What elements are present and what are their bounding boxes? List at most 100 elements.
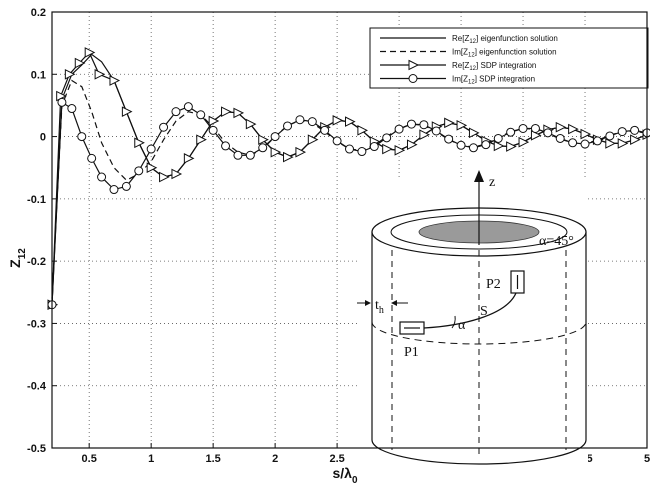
hidden-circumference: [371, 321, 587, 345]
series-3-point: [245, 118, 257, 130]
series-4-point: [77, 132, 87, 142]
series-3-point: [295, 146, 307, 158]
series-3-point: [74, 57, 86, 69]
series-3-point: [382, 143, 393, 155]
series-4-point: [419, 120, 429, 130]
legend-label-sub: 12: [469, 39, 476, 45]
legend-label: Re[Z12] SDP integration: [452, 61, 536, 72]
alpha-value-label: α=45°: [539, 234, 574, 249]
series-4-point: [555, 133, 565, 143]
series-4-point: [307, 117, 317, 127]
series-4-point: [134, 166, 144, 176]
series-4-point: [493, 133, 503, 143]
series-3-point: [307, 134, 319, 145]
series-4-point: [57, 97, 67, 107]
series-3-point: [468, 127, 480, 139]
series-4-point: [171, 107, 181, 117]
series-3-point: [121, 106, 133, 117]
series-3-point: [406, 139, 418, 150]
series-4-point: [332, 136, 342, 146]
x-tick-label: 1.5: [205, 453, 220, 465]
x-tick-label: 2: [272, 453, 278, 465]
series-4-point: [530, 123, 540, 133]
series-4-point: [233, 150, 243, 160]
thickness-label: th: [375, 298, 384, 316]
series-4-point: [543, 128, 553, 138]
series-4-point: [109, 185, 119, 195]
legend-label-main: Im[Z: [452, 75, 468, 84]
series-layer: [47, 47, 650, 311]
legend-label-sub: 12: [468, 53, 475, 59]
series-3-point: [208, 115, 220, 127]
alpha-label: α: [458, 318, 466, 333]
plot-frame: [51, 11, 648, 449]
s-label: S: [480, 304, 488, 319]
series-4-point: [468, 143, 478, 153]
y-tick-label: -0.3: [27, 318, 46, 330]
series-4-point: [617, 127, 627, 137]
legend-label-rest: ] eigenfunction solution: [476, 34, 558, 43]
legend-label-rest: ] SDP integration: [475, 75, 535, 84]
series-4-point: [221, 141, 231, 151]
thickness-label-sub: h: [379, 305, 384, 316]
series-4-point: [592, 136, 602, 146]
series-4-point: [159, 122, 169, 132]
y-tick-label: -0.4: [27, 381, 47, 393]
series-3-point: [456, 120, 468, 131]
series-4-point: [369, 142, 379, 152]
series-4-point: [283, 121, 293, 131]
legend-label: Im[Z12] SDP integration: [452, 75, 535, 86]
legend-label-rest: ] SDP integration: [476, 61, 536, 70]
series-4-point: [295, 115, 305, 125]
series-4-point: [481, 140, 491, 150]
series-3-point: [332, 115, 344, 126]
legend-label-sub: 12: [469, 66, 476, 72]
cylinder-body: [371, 232, 587, 465]
series-3-point: [196, 134, 207, 145]
z-axis-label: z: [489, 175, 495, 190]
y-tick-label: -0.1: [27, 194, 46, 206]
legend-entry: Im[Z12] SDP integration: [380, 74, 535, 86]
series-4-point: [183, 102, 193, 112]
series-4-point: [208, 125, 218, 135]
series-4-point: [506, 127, 516, 137]
y-tick-label: -0.2: [27, 256, 46, 268]
y-axis-label: Z12: [7, 248, 28, 268]
series-3-point: [159, 171, 170, 183]
series-4-point: [382, 133, 392, 143]
series-4-point: [580, 139, 590, 149]
series-3-point: [84, 47, 96, 58]
y-tick-label: 0.1: [31, 69, 46, 81]
series-4-point: [605, 131, 615, 141]
series-4-point: [67, 104, 77, 114]
thickness-arrowhead-left: [365, 300, 371, 306]
series-4-point: [357, 147, 367, 157]
series-4-point: [431, 126, 441, 136]
series-3-point: [506, 141, 517, 152]
series-4-point: [394, 124, 404, 134]
thickness-label-main: t: [375, 298, 379, 313]
series-3-point: [146, 162, 158, 174]
z-axis-arrowhead: [474, 170, 484, 182]
series-3-point: [518, 136, 530, 148]
series-4-point: [270, 132, 280, 142]
series-3-point: [493, 140, 505, 152]
legend-swatch-marker: [408, 74, 418, 83]
legend-swatch-marker: [408, 59, 420, 71]
series-4-point: [345, 144, 354, 154]
series-3-point: [555, 121, 567, 133]
series-3-point: [568, 123, 579, 135]
legend-entry: Re[Z12] eigenfunction solution: [380, 34, 558, 45]
series-3-point: [171, 168, 183, 180]
series-3-point: [109, 75, 121, 86]
series-4-point: [444, 134, 454, 144]
series-3-point: [233, 107, 245, 119]
p2-label: P2: [486, 277, 501, 292]
geodesic-path: [423, 292, 517, 329]
x-axis-label: s/λ0: [332, 465, 357, 485]
series-4-point: [258, 143, 268, 153]
series-4-point: [568, 138, 578, 148]
legend-entry: Re[Z12] SDP integration: [380, 59, 536, 72]
